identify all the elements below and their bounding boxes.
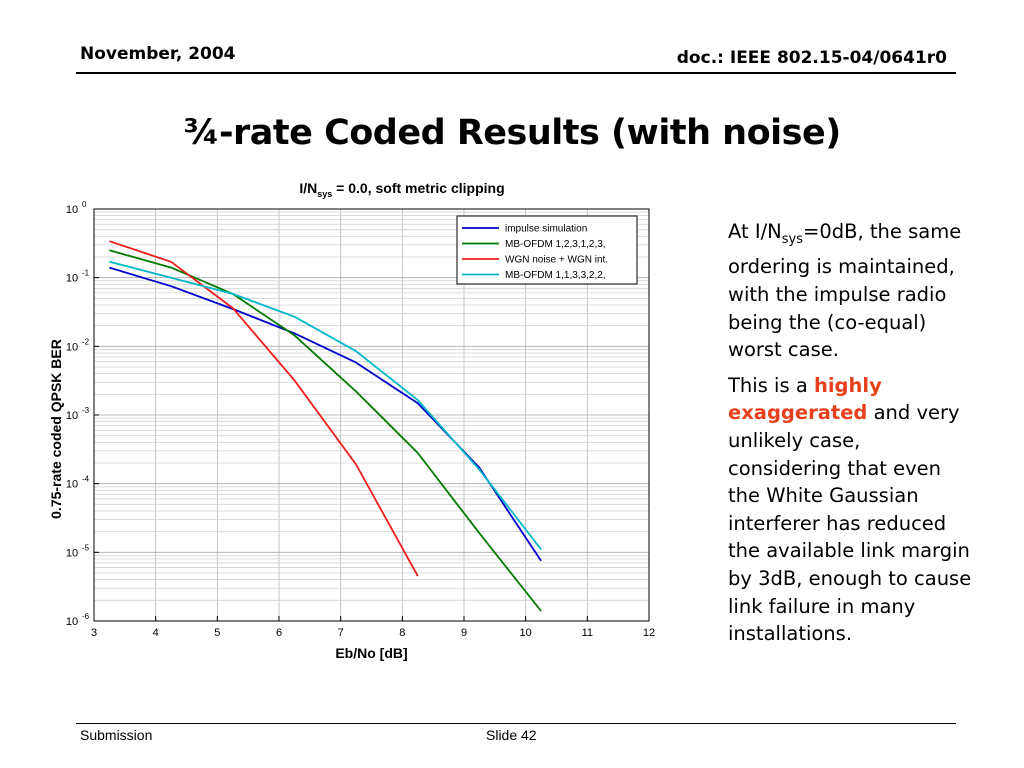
body-para1-a: At I/N — [728, 220, 782, 243]
body-text: At I/Nsys=0dB, the same ordering is main… — [728, 218, 978, 656]
legend-entry-2: MB-OFDM 1,2,3,1,2,3, — [505, 239, 606, 250]
y-tick-label: 10 -1 — [66, 269, 90, 285]
series-line-2 — [109, 249, 542, 612]
x-tick-label: 8 — [399, 627, 405, 639]
body-para2-b: and very unlikely case, considering that… — [728, 401, 972, 646]
chart-title-sub: sys — [317, 188, 333, 199]
y-tick-base: 10 — [66, 616, 78, 628]
y-tick-label: 10 -3 — [66, 406, 90, 422]
header-rule — [76, 72, 956, 74]
legend-entry-3: WGN noise + WGN int. — [505, 255, 608, 266]
y-tick-base: 10 — [66, 410, 78, 422]
chart-plot: 3 4 5 6 7 8 9 10 11 12 10 0 10 -1 10 -2 10 -3 10 -4 10 -5 10 -6… — [48, 200, 655, 661]
y-tick-exp: -1 — [82, 269, 90, 278]
y-tick-base: 10 — [66, 204, 78, 216]
body-para2-a: This is a — [728, 373, 814, 397]
x-tick-label: 9 — [461, 627, 467, 639]
x-tick-label: 5 — [214, 627, 220, 639]
legend-entry-4: MB-OFDM 1,1,3,3,2,2, — [505, 270, 606, 281]
y-tick-label: 10 -2 — [66, 337, 90, 353]
x-tick-label: 3 — [91, 627, 97, 639]
chart-title-suffix: = 0.0, soft metric clipping — [332, 180, 505, 196]
body-para1-sub: sys — [781, 231, 803, 247]
body-paragraph-1: At I/Nsys=0dB, the same ordering is main… — [728, 218, 978, 364]
slide-title: ¾-rate Coded Results (with noise) — [183, 113, 841, 153]
header-doc-id: doc.: IEEE 802.15-04/0641r0 — [676, 48, 947, 68]
y-tick-exp: -4 — [82, 475, 90, 484]
y-tick-base: 10 — [66, 479, 78, 491]
x-tick-label: 4 — [153, 627, 159, 639]
y-tick-label: 10 0 — [66, 200, 87, 216]
y-tick-label: 10 -6 — [66, 612, 90, 628]
chart-title: I/Nsys = 0.0, soft metric clipping — [40, 180, 680, 199]
y-tick-exp: 0 — [82, 200, 87, 209]
y-tick-exp: -2 — [82, 337, 90, 346]
footer-rule — [76, 723, 956, 724]
y-tick-exp: -6 — [82, 612, 90, 621]
series-line-4 — [109, 260, 542, 551]
body-highlight: highly exaggerated — [728, 373, 882, 425]
y-tick-label: 10 -5 — [66, 543, 90, 559]
y-tick-base: 10 — [66, 547, 78, 559]
legend-entry-1: impulse simulation — [505, 224, 587, 235]
x-axis-label: Eb/No [dB] — [335, 645, 407, 661]
y-tick-label: 10 -4 — [66, 475, 90, 491]
header-date: November, 2004 — [80, 44, 236, 64]
y-axis-label: 0.75-rate coded QPSK BER — [48, 339, 64, 519]
series-line-3 — [109, 240, 419, 577]
x-tick-label: 7 — [338, 627, 344, 639]
y-tick-exp: -3 — [82, 406, 90, 415]
y-tick-base: 10 — [66, 273, 78, 285]
x-tick-label: 12 — [643, 627, 655, 639]
y-tick-base: 10 — [66, 341, 78, 353]
x-tick-label: 11 — [582, 627, 593, 639]
ber-chart: I/Nsys = 0.0, soft metric clipping 3 4 5 6 7… — [40, 172, 680, 672]
footer-submission: Submission — [80, 727, 153, 743]
legend: impulse simulation MB-OFDM 1,2,3,1,2,3, WG… — [456, 215, 638, 285]
footer-slide-number: Slide 42 — [486, 727, 537, 743]
chart-title-prefix: I/N — [299, 180, 318, 196]
y-tick-exp: -5 — [82, 543, 90, 552]
body-para1-b: =0dB, the same ordering is maintained, w… — [728, 220, 962, 362]
body-paragraph-2: This is a highly exaggerated and very un… — [728, 372, 978, 648]
x-tick-label: 10 — [520, 627, 532, 639]
x-tick-label: 6 — [276, 627, 282, 639]
